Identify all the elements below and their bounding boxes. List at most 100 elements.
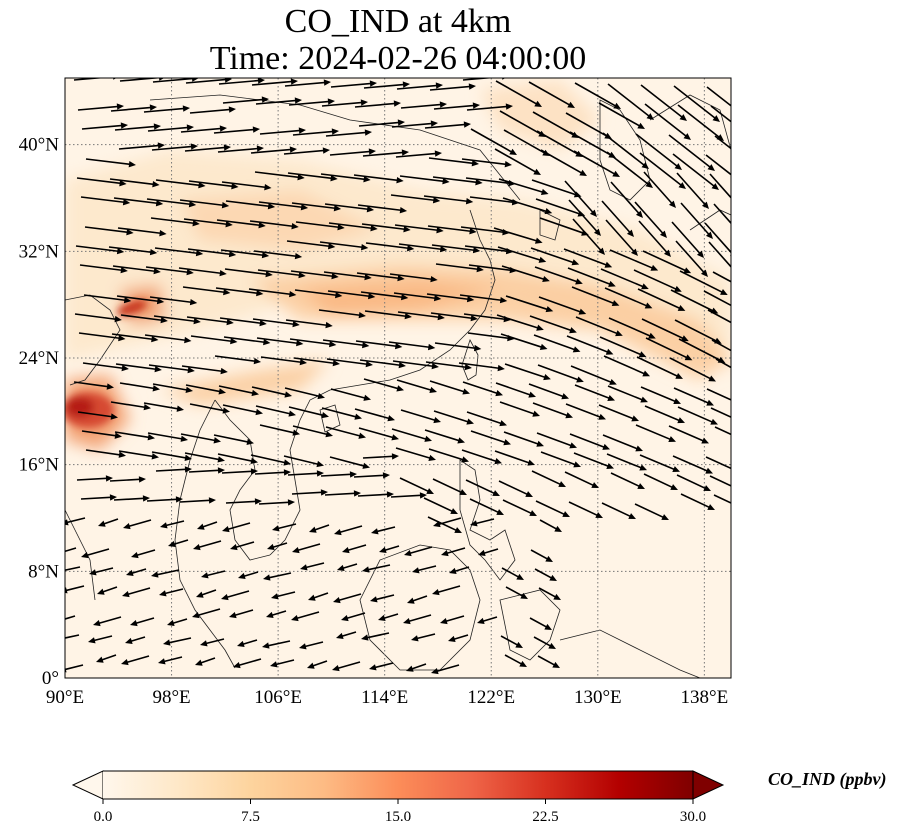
- wind-vector-head: [668, 436, 676, 442]
- wind-vector: [570, 365, 614, 384]
- wind-vector-head: [631, 415, 639, 422]
- wind-vector: [676, 474, 708, 491]
- wind-vector-head: [469, 227, 477, 235]
- wind-vector-head: [238, 572, 246, 580]
- wind-vector: [469, 498, 501, 515]
- wind-vector: [673, 85, 718, 121]
- wind-vector: [321, 101, 365, 107]
- wind-vector: [468, 264, 513, 272]
- wind-vector: [635, 424, 673, 441]
- wind-vector-head: [705, 467, 713, 474]
- wind-vector: [221, 470, 255, 474]
- wind-vector: [329, 456, 367, 468]
- wind-vector-head: [504, 160, 512, 168]
- wind-vector: [460, 226, 506, 234]
- wind-vector: [329, 150, 373, 156]
- wind-vector: [284, 387, 322, 398]
- wind-vector: [179, 199, 226, 207]
- wind-vector: [196, 540, 222, 549]
- wind-vector-head: [250, 457, 258, 465]
- wind-vector-head: [361, 634, 369, 641]
- wind-vector-head: [159, 78, 165, 81]
- wind-vector-head: [734, 271, 741, 278]
- wind-vector-head: [228, 250, 237, 258]
- wind-vector: [117, 227, 163, 235]
- wind-vector: [565, 403, 603, 419]
- wind-vector: [676, 172, 707, 207]
- wind-vector: [575, 316, 620, 336]
- wind-vector-head: [221, 201, 230, 209]
- wind-vector-head: [525, 491, 533, 497]
- wind-vector: [713, 494, 731, 504]
- wind-vector: [407, 546, 433, 555]
- wind-vector: [355, 340, 399, 348]
- wind-vector: [433, 104, 477, 110]
- wind-vector-head: [257, 78, 265, 84]
- wind-vector-head: [399, 206, 408, 214]
- wind-vector-head: [679, 114, 687, 121]
- wind-vector: [180, 433, 218, 442]
- wind-vector-head: [292, 429, 300, 436]
- wind-vector: [464, 245, 510, 253]
- wind-vector-head: [325, 321, 333, 329]
- wind-vector: [532, 111, 576, 137]
- wind-vector-head: [505, 103, 513, 110]
- wind-vector-head: [442, 177, 450, 185]
- wind-vector: [150, 217, 196, 225]
- x-tick-labels: 90°E 98°E 106°E 114°E 122°E 130°E 138°E: [46, 687, 728, 708]
- wind-vector-head: [228, 106, 236, 113]
- wind-vector-head: [327, 98, 335, 105]
- wind-vector: [500, 635, 520, 647]
- wind-vector: [396, 379, 434, 392]
- wind-vector-head: [263, 338, 271, 346]
- wind-vector: [224, 590, 250, 599]
- wind-vector: [125, 587, 151, 596]
- wind-vector: [424, 429, 462, 443]
- wind-vector-head: [219, 125, 227, 132]
- wind-vector: [470, 128, 514, 154]
- wind-vector-head: [51, 636, 59, 642]
- wind-vector: [709, 475, 731, 487]
- wind-vector-head: [320, 489, 328, 496]
- wind-vector-head: [707, 164, 715, 171]
- wind-vector-head: [419, 492, 427, 499]
- wind-vector-head: [258, 221, 266, 229]
- wind-vector: [108, 246, 154, 254]
- wind-vector: [65, 517, 86, 524]
- wind-vector: [710, 407, 731, 418]
- wind-vector-head: [362, 462, 370, 469]
- colorbar: 0.0 7.5 15.0 22.5 30.0: [71, 770, 725, 825]
- wind-vector: [255, 99, 299, 105]
- wind-vector-head: [363, 394, 371, 401]
- wind-vector-head: [539, 343, 548, 350]
- wind-vector: [274, 591, 296, 598]
- wind-vector: [113, 497, 147, 501]
- wind-vector-head: [121, 364, 129, 372]
- wind-vector: [677, 406, 715, 424]
- wind-vector-head: [341, 614, 349, 622]
- wind-vector: [80, 496, 114, 500]
- wind-vector: [680, 202, 711, 237]
- wind-vector-head: [55, 617, 63, 623]
- wind-vector: [154, 569, 180, 576]
- wind-vector: [538, 296, 583, 314]
- wind-vector-head: [470, 314, 478, 322]
- wind-vector: [610, 181, 641, 216]
- wind-vector-head: [543, 374, 551, 381]
- wind-vector-head: [396, 176, 404, 184]
- wind-vector: [321, 407, 359, 419]
- wind-vector-head: [433, 416, 441, 424]
- wind-vector: [92, 567, 114, 574]
- wind-vector-head: [463, 121, 471, 128]
- wind-vector-head: [272, 525, 280, 532]
- wind-vector: [415, 565, 437, 572]
- wind-vector: [400, 409, 438, 422]
- wind-vector: [65, 634, 80, 639]
- wind-vector: [224, 268, 269, 276]
- wind-vector-head: [184, 466, 192, 473]
- wind-vector-head: [332, 665, 340, 672]
- wind-vector-head: [612, 170, 620, 177]
- wind-vector-head: [431, 668, 439, 675]
- wind-vector-head: [751, 359, 759, 365]
